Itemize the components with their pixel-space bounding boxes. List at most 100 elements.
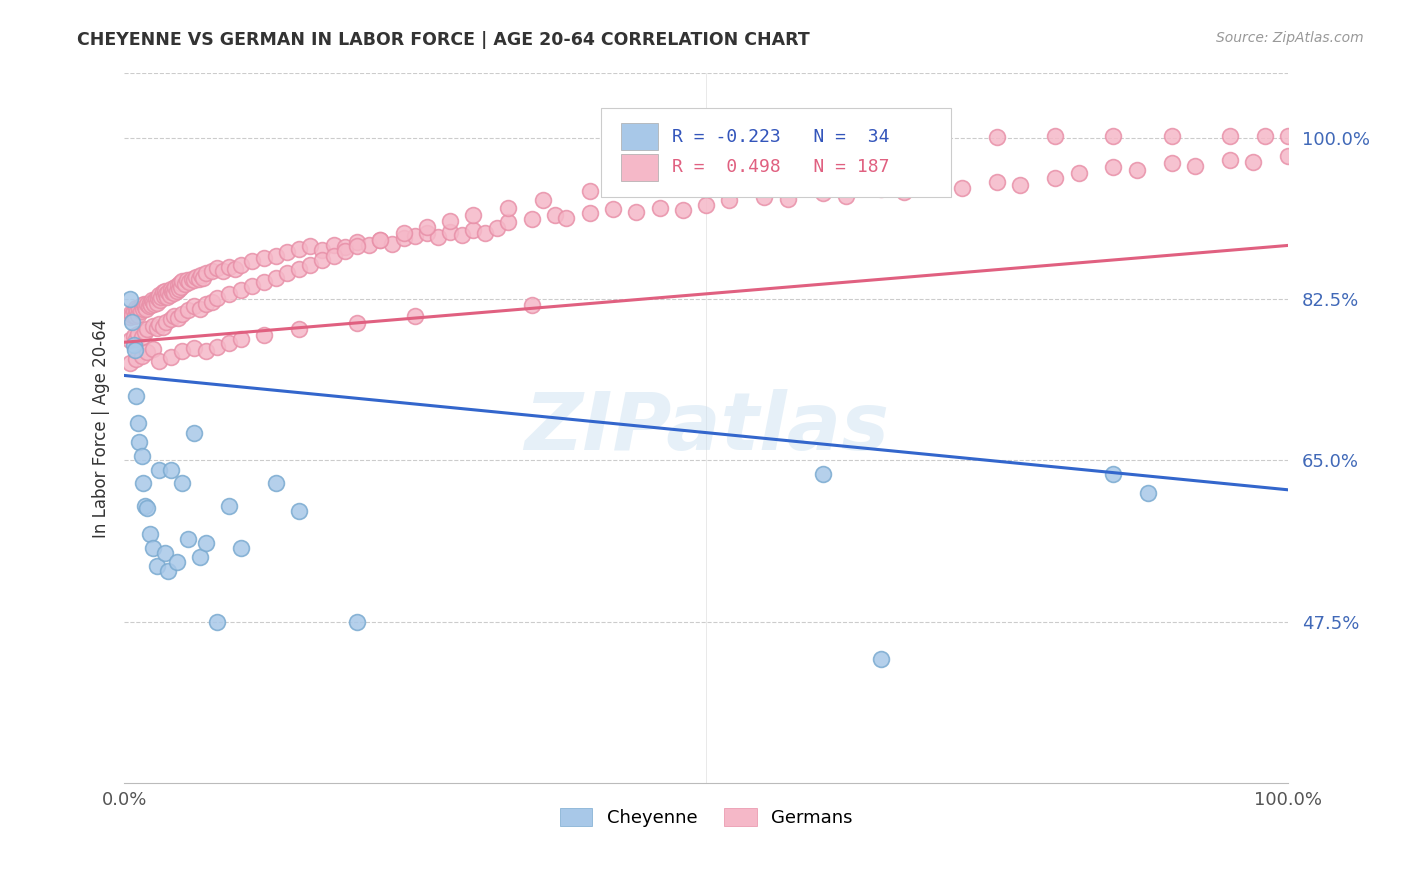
Point (416, 219, 439, 234)
Point (928, 178, 950, 193)
Point (183, 341, 205, 355)
Point (176, 273, 198, 287)
Point (229, 541, 252, 555)
Point (754, 153, 776, 168)
Point (127, 308, 149, 322)
Point (166, 555, 188, 569)
Point (200, 294, 222, 309)
Text: CHEYENNE VS GERMAN IN LABOR FORCE | AGE 20-64 CORRELATION CHART: CHEYENNE VS GERMAN IN LABOR FORCE | AGE … (77, 31, 810, 49)
Point (166, 284, 188, 298)
Point (1102, 467, 1125, 482)
Point (869, 182, 891, 196)
Point (132, 301, 155, 316)
Point (299, 258, 322, 272)
Point (450, 228, 472, 243)
Point (531, 193, 554, 207)
Point (122, 338, 145, 352)
Point (869, 651, 891, 665)
Point (156, 290, 179, 304)
Point (648, 169, 671, 184)
FancyBboxPatch shape (621, 123, 658, 151)
Point (288, 322, 311, 336)
Point (346, 235, 368, 249)
Point (131, 449, 153, 463)
Point (439, 213, 461, 227)
Point (139, 527, 162, 541)
Point (346, 615, 368, 629)
Point (207, 291, 229, 305)
Point (416, 227, 439, 241)
Point (142, 342, 165, 356)
Point (155, 315, 177, 329)
Point (695, 198, 717, 212)
Point (194, 266, 217, 280)
Point (322, 237, 344, 252)
Point (166, 311, 188, 326)
Point (169, 277, 191, 291)
Point (121, 308, 143, 322)
Point (463, 208, 485, 222)
Legend: Cheyenne, Germans: Cheyenne, Germans (553, 801, 860, 834)
Point (128, 434, 150, 449)
Point (498, 201, 520, 215)
Point (1241, 155, 1264, 169)
Point (311, 253, 333, 268)
Point (132, 476, 155, 491)
Point (122, 328, 145, 343)
Point (159, 312, 181, 326)
Point (357, 238, 380, 252)
Point (264, 476, 287, 491)
Point (811, 186, 834, 200)
Point (404, 309, 426, 323)
Point (253, 275, 276, 289)
Point (159, 350, 181, 364)
Point (125, 332, 148, 346)
Point (602, 202, 624, 217)
Point (626, 205, 648, 219)
Point (177, 303, 200, 318)
Point (148, 462, 170, 476)
Point (125, 304, 148, 318)
Point (131, 329, 153, 343)
Point (159, 462, 181, 476)
Point (322, 249, 344, 263)
Point (120, 306, 142, 320)
Text: Source: ZipAtlas.com: Source: ZipAtlas.com (1216, 31, 1364, 45)
Point (139, 295, 162, 310)
Point (485, 220, 508, 235)
Point (152, 289, 174, 303)
Point (218, 500, 240, 514)
Point (136, 501, 159, 516)
Point (811, 147, 834, 161)
Point (986, 175, 1008, 189)
Point (152, 319, 174, 334)
Point (218, 336, 240, 351)
Point (776, 192, 799, 206)
Point (288, 262, 311, 277)
Point (155, 287, 177, 301)
Point (368, 233, 391, 247)
Point (392, 227, 415, 241)
Point (177, 532, 200, 546)
Point (1219, 128, 1241, 143)
Point (335, 240, 357, 254)
Point (141, 293, 163, 307)
Point (129, 304, 152, 318)
Point (127, 326, 149, 341)
Point (404, 229, 426, 244)
Point (207, 615, 229, 629)
Point (135, 301, 157, 316)
Point (718, 193, 741, 207)
Point (463, 223, 485, 237)
Point (276, 244, 298, 259)
Point (152, 285, 174, 300)
Point (138, 299, 160, 313)
Point (224, 262, 246, 277)
Point (153, 284, 176, 298)
Point (136, 345, 159, 359)
Point (520, 298, 543, 312)
Point (125, 351, 148, 366)
Point (928, 135, 950, 149)
Point (128, 301, 150, 315)
Point (218, 260, 240, 274)
